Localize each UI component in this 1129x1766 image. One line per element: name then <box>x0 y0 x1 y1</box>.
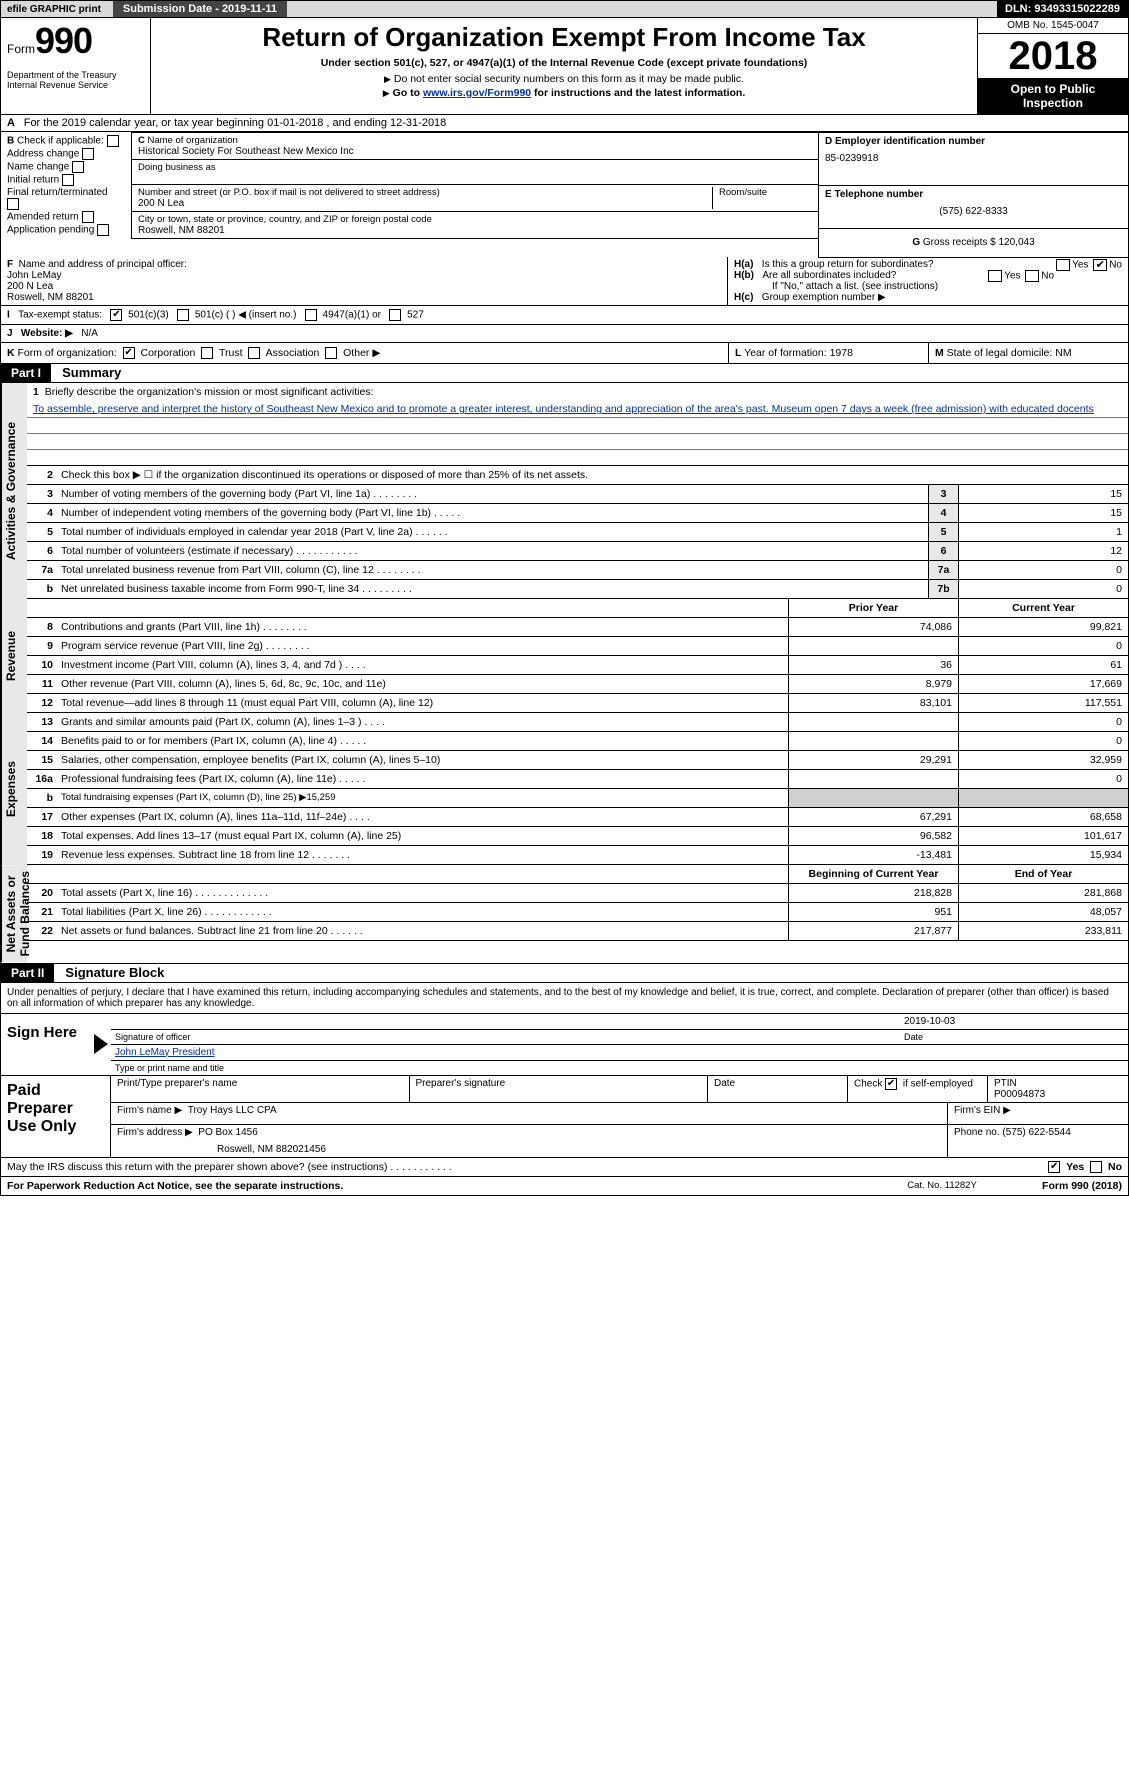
part1-expenses: Expenses 13Grants and similar amounts pa… <box>0 713 1129 865</box>
summary-line: 19Revenue less expenses. Subtract line 1… <box>27 846 1128 865</box>
part1-netassets: Net Assets or Fund Balances Beginning of… <box>0 865 1129 963</box>
box-h: H(a) Is this a group return for subordin… <box>728 257 1128 305</box>
summary-line: bNet unrelated business taxable income f… <box>27 580 1128 599</box>
summary-line: 12Total revenue—add lines 8 through 11 (… <box>27 694 1128 713</box>
checkbox-row: Final return/terminated <box>7 187 125 210</box>
checkbox-row: Address change <box>7 148 125 160</box>
summary-line: 2Check this box ▶ ☐ if the organization … <box>27 466 1128 485</box>
form-title-block: Return of Organization Exempt From Incom… <box>151 18 978 114</box>
row-j: J Website: ▶ N/A <box>0 325 1129 343</box>
penalties-text: Under penalties of perjury, I declare th… <box>0 983 1129 1014</box>
section-bcd: B Check if applicable: Address change Na… <box>0 132 1129 257</box>
efile-label: efile GRAPHIC print <box>1 2 107 17</box>
summary-line: 10Investment income (Part VIII, column (… <box>27 656 1128 675</box>
summary-line: 5Total number of individuals employed in… <box>27 523 1128 542</box>
part1-header: Part I Summary <box>0 364 1129 383</box>
summary-line: 3Number of voting members of the governi… <box>27 485 1128 504</box>
top-bar: efile GRAPHIC print Submission Date - 20… <box>0 0 1129 18</box>
officer-name-link[interactable]: John LeMay President <box>115 1047 215 1058</box>
summary-line: 22Net assets or fund balances. Subtract … <box>27 922 1128 941</box>
checkbox-row: Name change <box>7 161 125 173</box>
dln: DLN: 93493315022289 <box>997 1 1128 17</box>
summary-line: bTotal fundraising expenses (Part IX, co… <box>27 789 1128 808</box>
year-block: OMB No. 1545-0047 2018 Open to Public In… <box>978 18 1128 114</box>
summary-line: 20Total assets (Part X, line 16) . . . .… <box>27 884 1128 903</box>
summary-line: 8Contributions and grants (Part VIII, li… <box>27 618 1128 637</box>
form-header: Form990 Department of the Treasury Inter… <box>0 18 1129 115</box>
checkbox-row: Application pending <box>7 224 125 236</box>
summary-line: 6Total number of volunteers (estimate if… <box>27 542 1128 561</box>
box-f: F Name and address of principal officer:… <box>1 257 728 305</box>
summary-line: 9Program service revenue (Part VIII, lin… <box>27 637 1128 656</box>
instructions-link[interactable]: www.irs.gov/Form990 <box>423 87 531 99</box>
summary-line: 21Total liabilities (Part X, line 26) . … <box>27 903 1128 922</box>
part2-header: Part II Signature Block <box>0 964 1129 983</box>
summary-line: 18Total expenses. Add lines 13–17 (must … <box>27 827 1128 846</box>
part1-revenue: Revenue Prior YearCurrent Year 8Contribu… <box>0 599 1129 713</box>
section-fh: F Name and address of principal officer:… <box>0 257 1129 306</box>
summary-line: 7aTotal unrelated business revenue from … <box>27 561 1128 580</box>
row-i: I Tax-exempt status: ✔ 501(c)(3) 501(c) … <box>0 306 1129 325</box>
box-b: B Check if applicable: Address change Na… <box>1 132 131 257</box>
checkbox-row: Amended return <box>7 211 125 223</box>
summary-line: 15Salaries, other compensation, employee… <box>27 751 1128 770</box>
checkbox-row: Initial return <box>7 174 125 186</box>
summary-line: 13Grants and similar amounts paid (Part … <box>27 713 1128 732</box>
summary-line: 4Number of independent voting members of… <box>27 504 1128 523</box>
part1-governance: Activities & Governance 1 Briefly descri… <box>0 383 1129 599</box>
discuss-row: May the IRS discuss this return with the… <box>0 1158 1129 1177</box>
section-a: A For the 2019 calendar year, or tax yea… <box>0 115 1129 132</box>
row-klm: K Form of organization: ✔ Corporation Tr… <box>0 343 1129 364</box>
box-deg: D Employer identification number85-02399… <box>818 132 1128 257</box>
mission-text[interactable]: To assemble, preserve and interpret the … <box>33 403 1094 415</box>
form-title: Return of Organization Exempt From Incom… <box>159 22 969 53</box>
submission-date: Submission Date - 2019-11-11 <box>113 1 287 17</box>
form-id-block: Form990 Department of the Treasury Inter… <box>1 18 151 114</box>
summary-line: 14Benefits paid to or for members (Part … <box>27 732 1128 751</box>
dept-label: Department of the Treasury Internal Reve… <box>7 70 144 90</box>
summary-line: 11Other revenue (Part VIII, column (A), … <box>27 675 1128 694</box>
paid-preparer-block: Paid Preparer Use Only Print/Type prepar… <box>0 1076 1129 1158</box>
summary-line: 17Other expenses (Part IX, column (A), l… <box>27 808 1128 827</box>
box-c: C Name of organizationHistorical Society… <box>131 132 818 257</box>
page-footer: For Paperwork Reduction Act Notice, see … <box>0 1177 1129 1196</box>
sign-arrow-icon <box>94 1034 108 1054</box>
sign-here-block: Sign Here 2019-10-03 Signature of office… <box>0 1014 1129 1076</box>
summary-line: 16aProfessional fundraising fees (Part I… <box>27 770 1128 789</box>
